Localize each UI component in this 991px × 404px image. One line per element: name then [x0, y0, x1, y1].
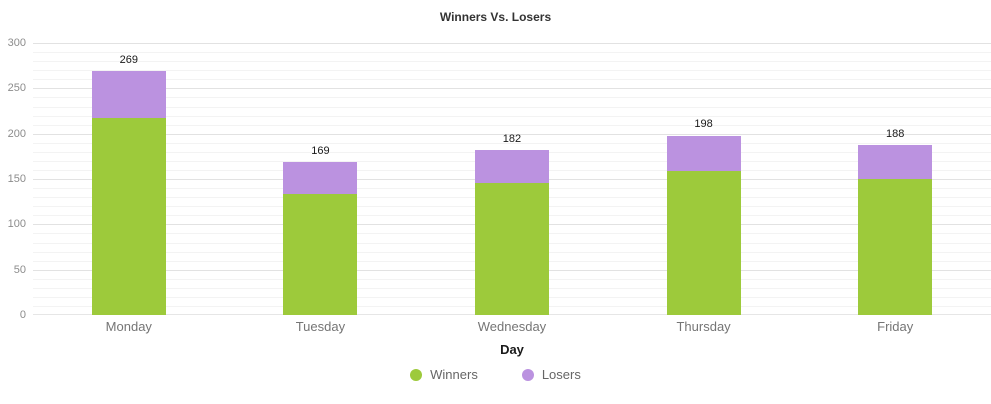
legend-item-losers[interactable]: Losers	[521, 367, 581, 382]
legend-dot-icon	[410, 368, 423, 381]
bar-segment-losers[interactable]	[91, 71, 166, 119]
gridline-major	[33, 133, 991, 135]
gridline-minor	[33, 115, 991, 117]
bar-segment-winners[interactable]	[475, 182, 549, 315]
bar-tuesday[interactable]	[283, 161, 358, 315]
x-tick-label-monday: Monday	[105, 319, 152, 334]
bar-total-label: 188	[886, 127, 905, 140]
gridline-major	[33, 43, 991, 44]
bar-total-label: 169	[311, 144, 330, 157]
bar-segment-losers[interactable]	[666, 135, 741, 171]
gridline-minor	[33, 70, 991, 72]
bar-segment-winners[interactable]	[91, 118, 166, 315]
gridline-minor	[33, 106, 991, 108]
x-tick-label-wednesday: Wednesday	[477, 319, 547, 334]
y-tick-label: 100	[7, 218, 26, 231]
legend-item-winners[interactable]: Winners	[410, 367, 478, 382]
x-tick-label-thursday: Thursday	[676, 319, 731, 334]
gridline-minor	[33, 61, 991, 63]
bar-segment-losers[interactable]	[283, 161, 358, 194]
chart-title: Winners Vs. Losers	[439, 10, 552, 24]
y-tick-label: 300	[7, 37, 26, 49]
gridline-major	[33, 88, 991, 90]
y-tick-label: 250	[7, 82, 26, 95]
bar-wednesday[interactable]	[475, 150, 549, 315]
bar-segment-winners[interactable]	[858, 179, 933, 315]
gridline-minor	[33, 124, 991, 126]
bar-segment-winners[interactable]	[666, 170, 741, 315]
legend-dot-icon	[521, 368, 534, 381]
x-axis-title: Day	[500, 342, 524, 357]
x-axis: Monday Tuesday Wednesday Thursday Friday	[33, 319, 991, 335]
legend-label: Losers	[541, 367, 581, 382]
bar-segment-losers[interactable]	[475, 150, 549, 183]
y-tick-label: 50	[13, 263, 26, 276]
gridline-minor	[33, 52, 991, 54]
y-tick-label: 150	[7, 173, 26, 185]
gridline-minor	[33, 97, 991, 99]
y-tick-label: 200	[7, 127, 26, 140]
y-axis: 0 50 100 150 200 250 300	[0, 37, 26, 321]
gridline-minor	[33, 79, 991, 81]
bar-friday[interactable]	[858, 144, 933, 315]
gridline-minor	[33, 142, 991, 144]
bar-total-label: 182	[502, 132, 522, 145]
legend: Winners Losers	[0, 367, 991, 382]
bar-total-label: 269	[119, 54, 138, 67]
bar-thursday[interactable]	[666, 135, 741, 315]
bar-segment-losers[interactable]	[858, 144, 933, 179]
x-tick-label-friday: Friday	[877, 319, 914, 334]
x-tick-label-tuesday: Tuesday	[295, 319, 346, 334]
bar-total-label: 198	[694, 118, 713, 131]
legend-label: Winners	[430, 367, 478, 382]
bar-segment-winners[interactable]	[283, 193, 358, 315]
plot-area: 269 169 182 198 188	[33, 43, 991, 315]
y-tick-label: 0	[19, 309, 26, 321]
bar-monday[interactable]	[91, 71, 166, 315]
